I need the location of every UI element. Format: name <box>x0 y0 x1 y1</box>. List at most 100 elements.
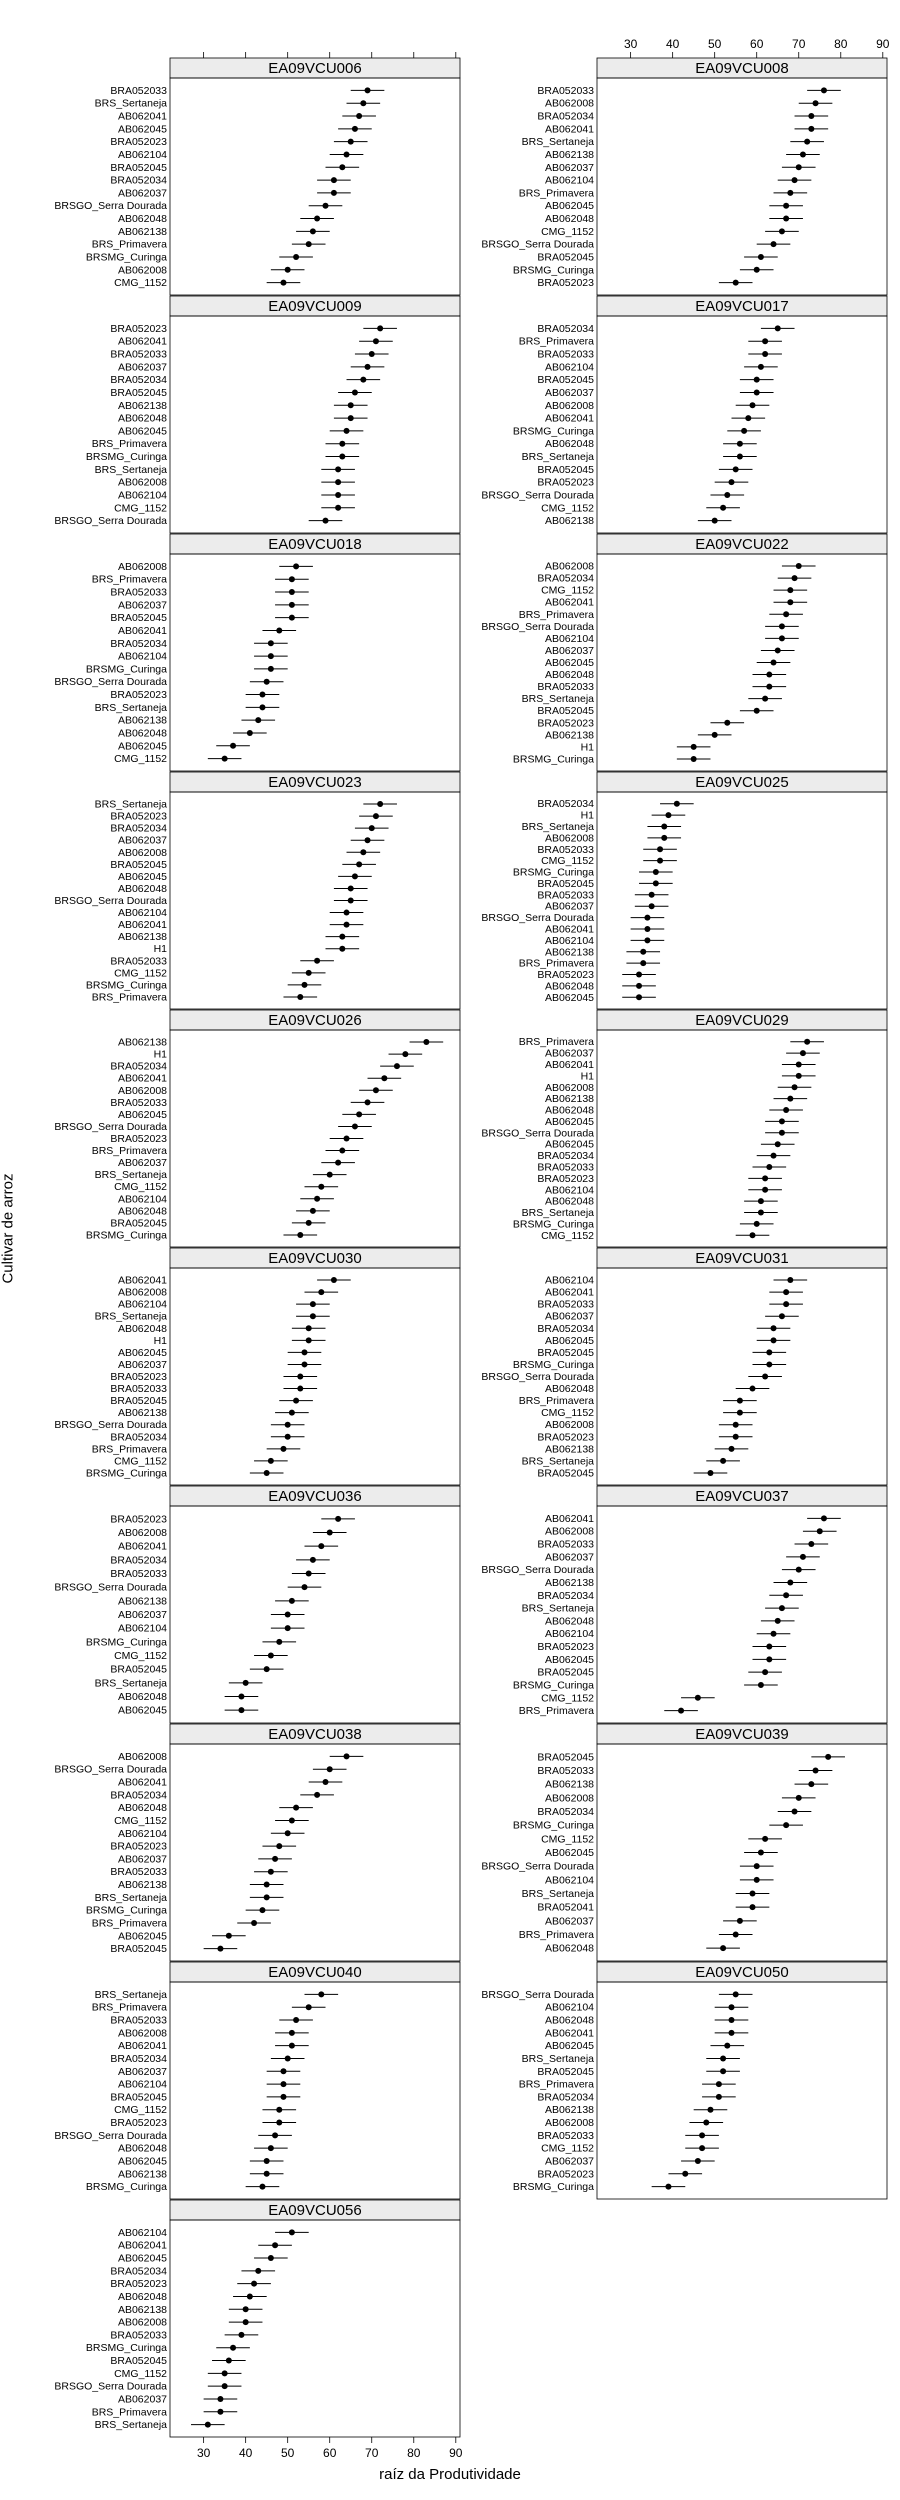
panel-frame <box>596 553 888 772</box>
tick-label: AB062041 <box>118 2240 167 2252</box>
tick-label: BRSMG_Curinga <box>513 1679 594 1691</box>
x-tick-label: 50 <box>281 2446 295 2460</box>
tick-label: BRA052045 <box>537 2066 594 2078</box>
x-axis-label: raíz da Produtividade <box>379 2466 521 2483</box>
data-point <box>787 1095 794 1102</box>
data-point <box>305 1325 312 1332</box>
tick-label: BRSGO_Serra Dourada <box>481 489 594 501</box>
data-point <box>263 678 270 685</box>
tick-label: AB062037 <box>545 1048 594 1060</box>
data-point <box>749 1904 756 1911</box>
panel-frame <box>596 1743 888 1962</box>
tick-label: AB062037 <box>118 1157 167 1169</box>
data-point <box>225 1932 232 1939</box>
data-point <box>783 611 790 618</box>
data-point <box>217 2395 224 2402</box>
tick-label: BRS_Primavera <box>92 438 167 450</box>
tick-label: BRA052034 <box>537 1590 594 1602</box>
data-point <box>732 1433 739 1440</box>
tick-label: AB062104 <box>545 2002 594 2014</box>
data-point <box>381 1075 388 1082</box>
tick-label: AB062048 <box>545 438 594 450</box>
data-point <box>314 215 321 222</box>
data-point <box>732 1421 739 1428</box>
data-point <box>787 1277 794 1284</box>
data-point <box>238 1707 245 1714</box>
tick-label: BRS_Sertaneja <box>95 1677 168 1689</box>
data-point <box>657 857 664 864</box>
data-point <box>774 647 781 654</box>
data-point <box>343 921 350 928</box>
data-point <box>335 491 342 498</box>
tick-label: BRS_Primavera <box>519 1395 594 1407</box>
data-point <box>305 969 312 976</box>
data-point <box>347 402 354 409</box>
tick-label: AB062138 <box>118 226 167 238</box>
tick-label: BRSMG_Curinga <box>86 1229 167 1241</box>
data-point <box>753 1220 760 1227</box>
data-point <box>314 957 321 964</box>
tick-label: BRA052023 <box>537 1641 594 1653</box>
data-point <box>322 202 329 209</box>
data-point <box>238 1693 245 1700</box>
tick-label: AB062045 <box>118 2155 167 2167</box>
data-point <box>783 1107 790 1114</box>
tick-label: BRA052033 <box>110 587 167 599</box>
tick-label: BRSGO_Serra Dourada <box>481 621 594 633</box>
data-point <box>732 1931 739 1938</box>
data-point <box>335 504 342 511</box>
tick-label: BRSGO_Serra Dourada <box>54 1121 167 1133</box>
data-point <box>661 823 668 830</box>
tick-label: AB062138 <box>118 1037 167 1049</box>
data-point <box>648 891 655 898</box>
data-point <box>368 351 375 358</box>
data-point <box>259 691 266 698</box>
tick-label: AB062008 <box>545 400 594 412</box>
data-point <box>377 801 384 808</box>
tick-label: CMG_1152 <box>541 226 594 238</box>
data-point <box>648 903 655 910</box>
tick-label: AB062045 <box>545 1847 594 1859</box>
tick-label: AB062037 <box>118 2393 167 2405</box>
tick-label: AB062048 <box>118 1323 167 1335</box>
tick-label: BRA052023 <box>537 277 594 289</box>
data-point <box>263 2170 270 2177</box>
tick-label: BRA052034 <box>110 823 167 835</box>
data-point <box>351 389 358 396</box>
x-tick-label: 90 <box>876 37 890 51</box>
data-point <box>720 2055 727 2062</box>
tick-label: AB062041 <box>118 1541 167 1553</box>
tick-label: AB062045 <box>118 1109 167 1121</box>
tick-label: AB062037 <box>545 2155 594 2167</box>
data-point <box>293 253 300 260</box>
data-point <box>808 125 815 132</box>
tick-label: BRS_Primavera <box>92 2002 167 2014</box>
data-point <box>347 885 354 892</box>
tick-label: BRS_Primavera <box>92 991 167 1003</box>
data-point <box>783 1301 790 1308</box>
tick-label: CMG_1152 <box>541 502 594 514</box>
tick-label: BRSGO_Serra Dourada <box>481 1371 594 1383</box>
tick-label: AB062008 <box>545 2117 594 2129</box>
tick-label: AB062037 <box>118 835 167 847</box>
tick-label: BRSGO_Serra Dourada <box>54 1582 167 1594</box>
data-point <box>284 1830 291 1837</box>
data-point <box>377 325 384 332</box>
tick-label: BRA052045 <box>537 1347 594 1359</box>
data-point <box>724 491 731 498</box>
data-point <box>808 1781 815 1788</box>
tick-label: BRA052033 <box>537 85 594 97</box>
tick-label: AB062104 <box>545 1184 594 1196</box>
panel-frame <box>169 1267 461 1486</box>
tick-label: BRSMG_Curinga <box>513 867 594 879</box>
panel-frame <box>596 1505 888 1724</box>
panel-frame <box>596 315 888 534</box>
data-point <box>753 266 760 273</box>
data-point <box>364 363 371 370</box>
x-tick-label: 40 <box>239 2446 253 2460</box>
data-point <box>644 925 651 932</box>
tick-label: BRA052041 <box>537 1902 594 1914</box>
data-point <box>356 861 363 868</box>
tick-label: BRSGO_Serra Dourada <box>54 1419 167 1431</box>
tick-label: BRA052033 <box>110 2329 167 2341</box>
